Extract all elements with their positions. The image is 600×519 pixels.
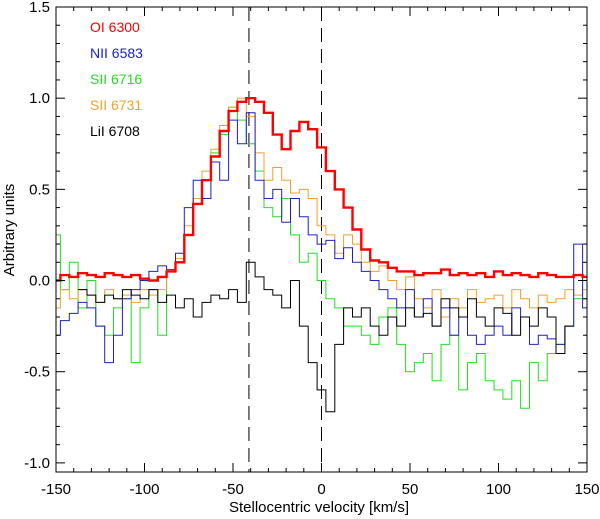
- legend-entry-nii-6583: NII 6583: [90, 45, 143, 61]
- legend-entry-oi-6300: OI 6300: [90, 19, 140, 35]
- y-tick-label: -1.0: [24, 455, 50, 472]
- legend-entry-lii-6708: LiI 6708: [90, 123, 140, 139]
- x-tick-label: 100: [486, 481, 511, 498]
- y-tick-label: 1.5: [29, 0, 50, 16]
- axis-ticks: -150 -100 -50 0 50 100 150 -1.0 -0.5 0.0 0.5 1.0 1.5: [24, 0, 599, 498]
- x-tick-label: -100: [129, 481, 159, 498]
- series-line-sii-6731: [56, 97, 587, 318]
- legend-entry-sii-6716: SII 6716: [90, 71, 142, 87]
- x-tick-label: 0: [317, 481, 325, 498]
- y-axis-title: Arbitrary units: [1, 184, 18, 277]
- y-tick-label: 0.5: [29, 181, 50, 198]
- series-line-oi-6300: [56, 97, 587, 282]
- x-tick-label: 50: [402, 481, 419, 498]
- data-series: [56, 97, 587, 413]
- legend-entry-sii-6731: SII 6731: [90, 97, 142, 113]
- series-line-sii-6716: [56, 106, 587, 409]
- y-tick-label: 1.0: [29, 90, 50, 107]
- x-tick-label: -150: [41, 481, 71, 498]
- x-tick-label: 150: [574, 481, 599, 498]
- x-tick-label: -50: [222, 481, 244, 498]
- legend: OI 6300 NII 6583 SII 6716 SII 6731 LiI 6708: [90, 19, 143, 139]
- x-axis-title: Stellocentric velocity [km/s]: [229, 499, 409, 516]
- y-tick-label: -0.5: [24, 364, 50, 381]
- reference-lines: [248, 7, 322, 472]
- y-tick-label: 0.0: [29, 273, 50, 290]
- series-line-lii-6708: [78, 261, 574, 413]
- series-line-nii-6583: [56, 112, 587, 364]
